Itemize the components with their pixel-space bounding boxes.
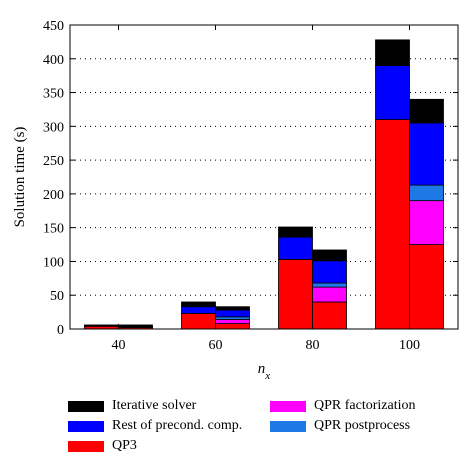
legend-label: QPR postprocess: [314, 418, 411, 433]
legend-swatch: [68, 440, 104, 452]
legend-item: Iterative solver: [68, 398, 196, 414]
bar-segment-qpr-factorization: [409, 200, 444, 245]
bar-segment-iterative-solver: [181, 301, 216, 308]
legend-item: Rest of precond. comp.: [68, 418, 242, 434]
bars: [84, 39, 444, 330]
bar-segment-qp3: [375, 119, 410, 330]
x-tick-label: 60: [209, 338, 223, 353]
y-tick-label: 450: [43, 19, 64, 34]
bar-segment-iterative-solver: [312, 249, 347, 262]
bar-segment-qp3: [312, 301, 347, 330]
bar-segment-rest-of-precond-comp: [278, 236, 313, 260]
y-tick-label: 50: [50, 289, 64, 304]
bar-segment-rest-of-precond-comp: [409, 122, 444, 186]
plot-frame: [69, 24, 459, 330]
x-axis-label-main: n: [258, 361, 266, 377]
x-axis-label: nx: [258, 361, 271, 382]
x-tick-label: 40: [112, 338, 126, 353]
y-tick-label: 250: [43, 154, 64, 169]
bar-segment-qp3: [409, 244, 444, 330]
x-tick-label: 100: [399, 338, 420, 353]
bar-segment-qpr-postprocess: [215, 316, 250, 320]
y-tick-label: 0: [57, 323, 64, 338]
bar-segment-rest-of-precond-comp: [312, 260, 347, 284]
legend-swatch: [68, 420, 104, 432]
legend-item: QPR factorization: [270, 398, 415, 414]
bar-segment-qp3: [215, 323, 250, 330]
y-tick-label: 300: [43, 120, 64, 135]
y-tick-label: 100: [43, 255, 64, 270]
legend-label: Rest of precond. comp.: [112, 418, 243, 433]
bar-segment-rest-of-precond-comp: [215, 309, 250, 318]
bar-segment-iterative-solver: [375, 39, 410, 66]
legend-label: Iterative solver: [112, 398, 197, 413]
x-tick-label: 80: [306, 338, 320, 353]
bar-segment-qp3: [278, 259, 313, 330]
legend-swatch: [68, 400, 104, 412]
bar-segment-qpr-factorization: [215, 319, 250, 324]
bar-segment-rest-of-precond-comp: [181, 306, 216, 314]
axis-ticks: 0 50 100 150 200 250 300 350 400 450 40 60 80 100: [43, 19, 458, 353]
stacked-bar-chart: 0 50 100 150 200 250 300 350 400 450 40 60 80 100 Sol…: [12, 19, 459, 382]
y-tick-label: 200: [43, 188, 64, 203]
legend-label: QP3: [112, 438, 137, 453]
legend-swatch: [270, 420, 306, 432]
legend-item: QP3: [68, 438, 137, 454]
bar-segment-iterative-solver: [215, 306, 250, 311]
bar-segment-qp3: [181, 313, 216, 330]
bar-segment-rest-of-precond-comp: [375, 65, 410, 120]
y-tick-label: 400: [43, 53, 64, 68]
bar-segment-iterative-solver: [84, 324, 119, 327]
bar-segment-iterative-solver: [278, 226, 313, 238]
y-axis-label: Solution time (s): [12, 127, 28, 228]
y-tick-label: 150: [43, 222, 64, 237]
bar-segment-iterative-solver: [409, 98, 444, 124]
legend-item: QPR postprocess: [270, 418, 410, 434]
bar-segment-iterative-solver: [118, 324, 153, 328]
bar-segment-qpr-factorization: [312, 286, 347, 303]
x-axis-label-sub: x: [264, 370, 270, 382]
legend: Iterative solver Rest of precond. comp. QP…: [68, 398, 448, 460]
legend-label: QPR factorization: [314, 398, 416, 413]
legend-swatch: [270, 400, 306, 412]
bar-segment-qpr-postprocess: [312, 282, 347, 288]
bar-segment-qpr-postprocess: [409, 184, 444, 202]
y-tick-label: 350: [43, 87, 64, 102]
